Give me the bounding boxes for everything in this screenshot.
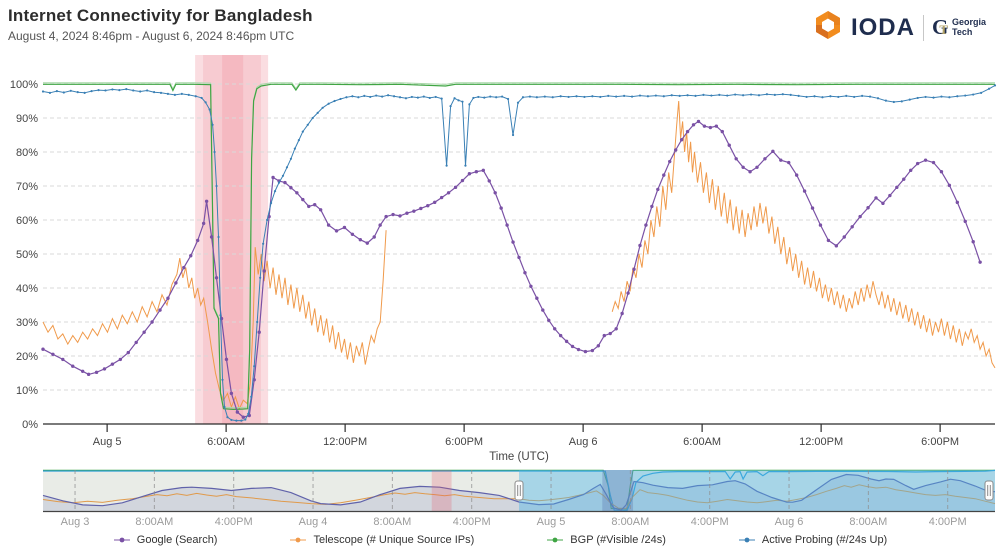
svg-text:30%: 30% [16, 317, 38, 329]
navigator-series [42, 469, 996, 512]
telescope-series-marker-icon [290, 537, 307, 543]
chart-plot-area[interactable] [43, 55, 995, 424]
svg-text:80%: 80% [16, 147, 38, 159]
svg-text:4:00PM: 4:00PM [453, 516, 491, 528]
series-bgp-visible-24s [43, 82, 995, 411]
date-range-subtitle: August 4, 2024 8:46pm - August 6, 2024 8… [8, 29, 295, 43]
legend-label: Active Probing (#/24s Up) [761, 534, 888, 546]
svg-text:10%: 10% [16, 385, 38, 397]
svg-text:Aug 3: Aug 3 [61, 516, 90, 528]
legend-label: BGP (#Visible /24s) [570, 534, 666, 546]
svg-text:40%: 40% [16, 283, 38, 295]
svg-text:12:00PM: 12:00PM [799, 436, 843, 448]
chart-header: Internet Connectivity for Bangladesh Aug… [8, 6, 313, 43]
x-axis-title: Time (UTC) [489, 451, 549, 463]
ioda-logo: IODA GT Georgia Tech [813, 10, 986, 45]
georgia-tech-logo: GT Georgia Tech [932, 17, 986, 38]
svg-text:0%: 0% [22, 419, 38, 431]
page-title: Internet Connectivity for Bangladesh [8, 6, 313, 25]
svg-text:8:00AM: 8:00AM [135, 516, 173, 528]
svg-text:70%: 70% [16, 181, 38, 193]
gt-word-georgia: Georgia [951, 17, 986, 28]
x-axis-labels: Aug 5 6:00AM 12:00PM 6:00PM Aug 6 6:00AM 12:00… [93, 424, 959, 448]
y-gridlines [43, 83, 995, 391]
svg-text:4:00PM: 4:00PM [929, 516, 967, 528]
ioda-hexagon-icon [813, 10, 843, 45]
logo-divider [922, 14, 924, 41]
legend-item-telescope: Telescope (# Unique Source IPs) [289, 534, 474, 546]
navigator-handle-left[interactable] [514, 480, 524, 501]
legend-item-bgp: BGP (#Visible /24s) [546, 534, 666, 546]
svg-text:8:00AM: 8:00AM [849, 516, 887, 528]
svg-text:60%: 60% [16, 215, 38, 227]
svg-text:Aug 5: Aug 5 [537, 516, 566, 528]
y-axis-labels: 0% 10% 20% 30% 40% 50% 60% 70% 80% 90% 100% [10, 79, 38, 431]
svg-text:12:00PM: 12:00PM [323, 436, 367, 448]
navigator-alert-band [431, 470, 452, 511]
svg-text:Aug 6: Aug 6 [569, 436, 598, 448]
gt-monogram-icon: GT [931, 15, 949, 39]
navigator-range-selector[interactable]: Aug 3 8:00AM 4:00PM Aug 4 8:00AM 4:00PM Aug 5 8… [0, 465, 1000, 532]
svg-text:4:00PM: 4:00PM [215, 516, 253, 528]
svg-text:50%: 50% [16, 249, 38, 261]
svg-text:4:00PM: 4:00PM [691, 516, 729, 528]
navigator-axis-labels: Aug 3 8:00AM 4:00PM Aug 4 8:00AM 4:00PM Aug 5 8… [61, 516, 967, 528]
svg-text:Aug 5: Aug 5 [93, 436, 122, 448]
svg-text:6:00PM: 6:00PM [445, 436, 483, 448]
svg-text:100%: 100% [10, 79, 38, 91]
legend-label: Google (Search) [136, 534, 218, 546]
active-probing-series-marker-icon [738, 537, 755, 543]
svg-text:6:00AM: 6:00AM [683, 436, 721, 448]
navigator-selection[interactable] [519, 470, 995, 511]
svg-text:90%: 90% [16, 113, 38, 125]
series-google-search [41, 119, 982, 419]
gt-word-tech: Tech [951, 26, 973, 37]
svg-text:8:00AM: 8:00AM [373, 516, 411, 528]
svg-text:20%: 20% [16, 351, 38, 363]
ioda-wordmark: IODA [850, 13, 915, 41]
legend-label: Telescope (# Unique Source IPs) [313, 534, 475, 546]
navigator-alert-band [602, 470, 634, 511]
legend-item-google: Google (Search) [113, 534, 218, 546]
svg-text:6:00AM: 6:00AM [207, 436, 245, 448]
chart-legend: Google (Search) Telescope (# Unique Sour… [0, 534, 1000, 546]
svg-text:8:00AM: 8:00AM [611, 516, 649, 528]
main-timeseries-chart[interactable]: 0% 10% 20% 30% 40% 50% 60% 70% 80% 90% 100% Aug 5 6:… [0, 50, 1000, 465]
navigator-handle-right[interactable] [984, 480, 994, 501]
svg-text:6:00PM: 6:00PM [921, 436, 959, 448]
svg-text:Aug 6: Aug 6 [775, 516, 804, 528]
series-active-probing-24s-up [41, 84, 997, 422]
legend-item-active-probing: Active Probing (#/24s Up) [738, 534, 887, 546]
google-series-marker-icon [113, 537, 130, 543]
svg-text:Aug 4: Aug 4 [299, 516, 328, 528]
bgp-series-marker-icon [547, 537, 564, 543]
